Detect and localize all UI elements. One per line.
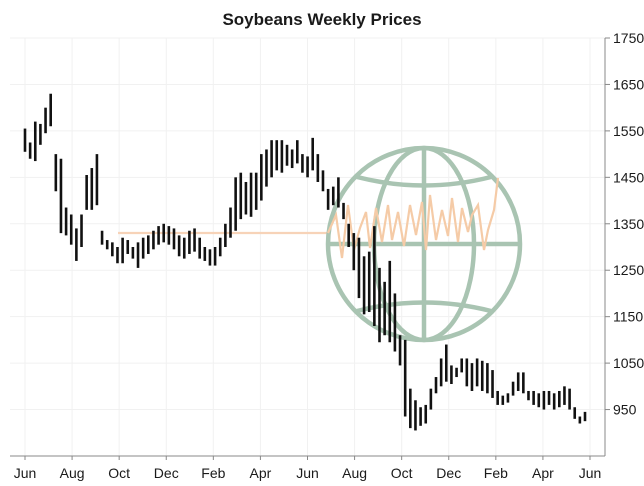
x-tick-label: Jun xyxy=(14,465,37,481)
y-tick-label: 1050 xyxy=(613,355,644,371)
logo-globe-latitude-lower xyxy=(356,300,492,314)
logo-globe-latitude-upper xyxy=(356,174,492,188)
gridlines xyxy=(10,37,605,456)
y-tick-label: 1150 xyxy=(613,309,643,325)
x-tick-label: Dec xyxy=(154,465,179,481)
x-tick-label: Apr xyxy=(250,465,272,481)
price-bars xyxy=(23,93,587,431)
x-tick-label: Aug xyxy=(60,465,85,481)
y-tick-labels: 950 1050 1150 1250 1350 1450 1550 1650 1750 xyxy=(613,30,644,418)
x-tick-label: Feb xyxy=(484,465,508,481)
y-tick-label: 950 xyxy=(613,402,637,418)
logo-price-wave xyxy=(326,177,500,259)
x-tick-label: Jun xyxy=(296,465,319,481)
x-tick-label: Oct xyxy=(108,465,130,481)
x-tick-label: Feb xyxy=(201,465,225,481)
x-tick-label: Dec xyxy=(436,465,461,481)
y-tick-label: 1750 xyxy=(613,30,644,46)
axes xyxy=(10,37,610,460)
y-tick-label: 1550 xyxy=(613,123,644,139)
x-tick-label: Apr xyxy=(532,465,554,481)
chart-title: Soybeans Weekly Prices xyxy=(222,10,421,29)
y-tick-label: 1350 xyxy=(613,216,644,232)
y-tick-label: 1650 xyxy=(613,76,644,92)
x-tick-labels: Jun Aug Oct Dec Feb Apr Jun Aug Oct Dec Feb Apr Jun xyxy=(14,465,602,481)
y-tick-label: 1450 xyxy=(613,169,644,185)
x-tick-label: Jun xyxy=(579,465,602,481)
x-tick-label: Oct xyxy=(391,465,413,481)
x-tick-label: Aug xyxy=(342,465,367,481)
y-tick-label: 1250 xyxy=(613,262,644,278)
